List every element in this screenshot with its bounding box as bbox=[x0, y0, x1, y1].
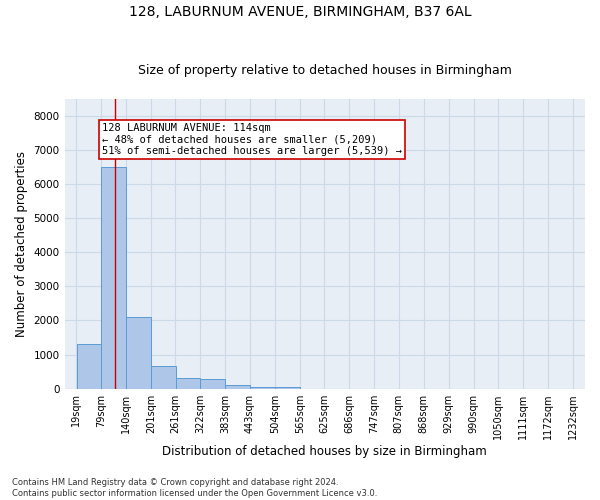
Bar bbox=[226, 385, 250, 388]
Y-axis label: Number of detached properties: Number of detached properties bbox=[15, 151, 28, 337]
Text: 128, LABURNUM AVENUE, BIRMINGHAM, B37 6AL: 128, LABURNUM AVENUE, BIRMINGHAM, B37 6A… bbox=[128, 5, 472, 19]
Text: Contains HM Land Registry data © Crown copyright and database right 2024.
Contai: Contains HM Land Registry data © Crown c… bbox=[12, 478, 377, 498]
Bar bbox=[77, 344, 101, 389]
Bar bbox=[200, 379, 225, 388]
Bar bbox=[176, 378, 200, 388]
Bar bbox=[101, 167, 126, 388]
X-axis label: Distribution of detached houses by size in Birmingham: Distribution of detached houses by size … bbox=[163, 444, 487, 458]
Title: Size of property relative to detached houses in Birmingham: Size of property relative to detached ho… bbox=[138, 64, 512, 77]
Bar bbox=[126, 317, 151, 388]
Bar bbox=[275, 386, 300, 388]
Bar bbox=[250, 386, 275, 388]
Text: 128 LABURNUM AVENUE: 114sqm
← 48% of detached houses are smaller (5,209)
51% of : 128 LABURNUM AVENUE: 114sqm ← 48% of det… bbox=[102, 123, 402, 156]
Bar bbox=[151, 366, 176, 388]
